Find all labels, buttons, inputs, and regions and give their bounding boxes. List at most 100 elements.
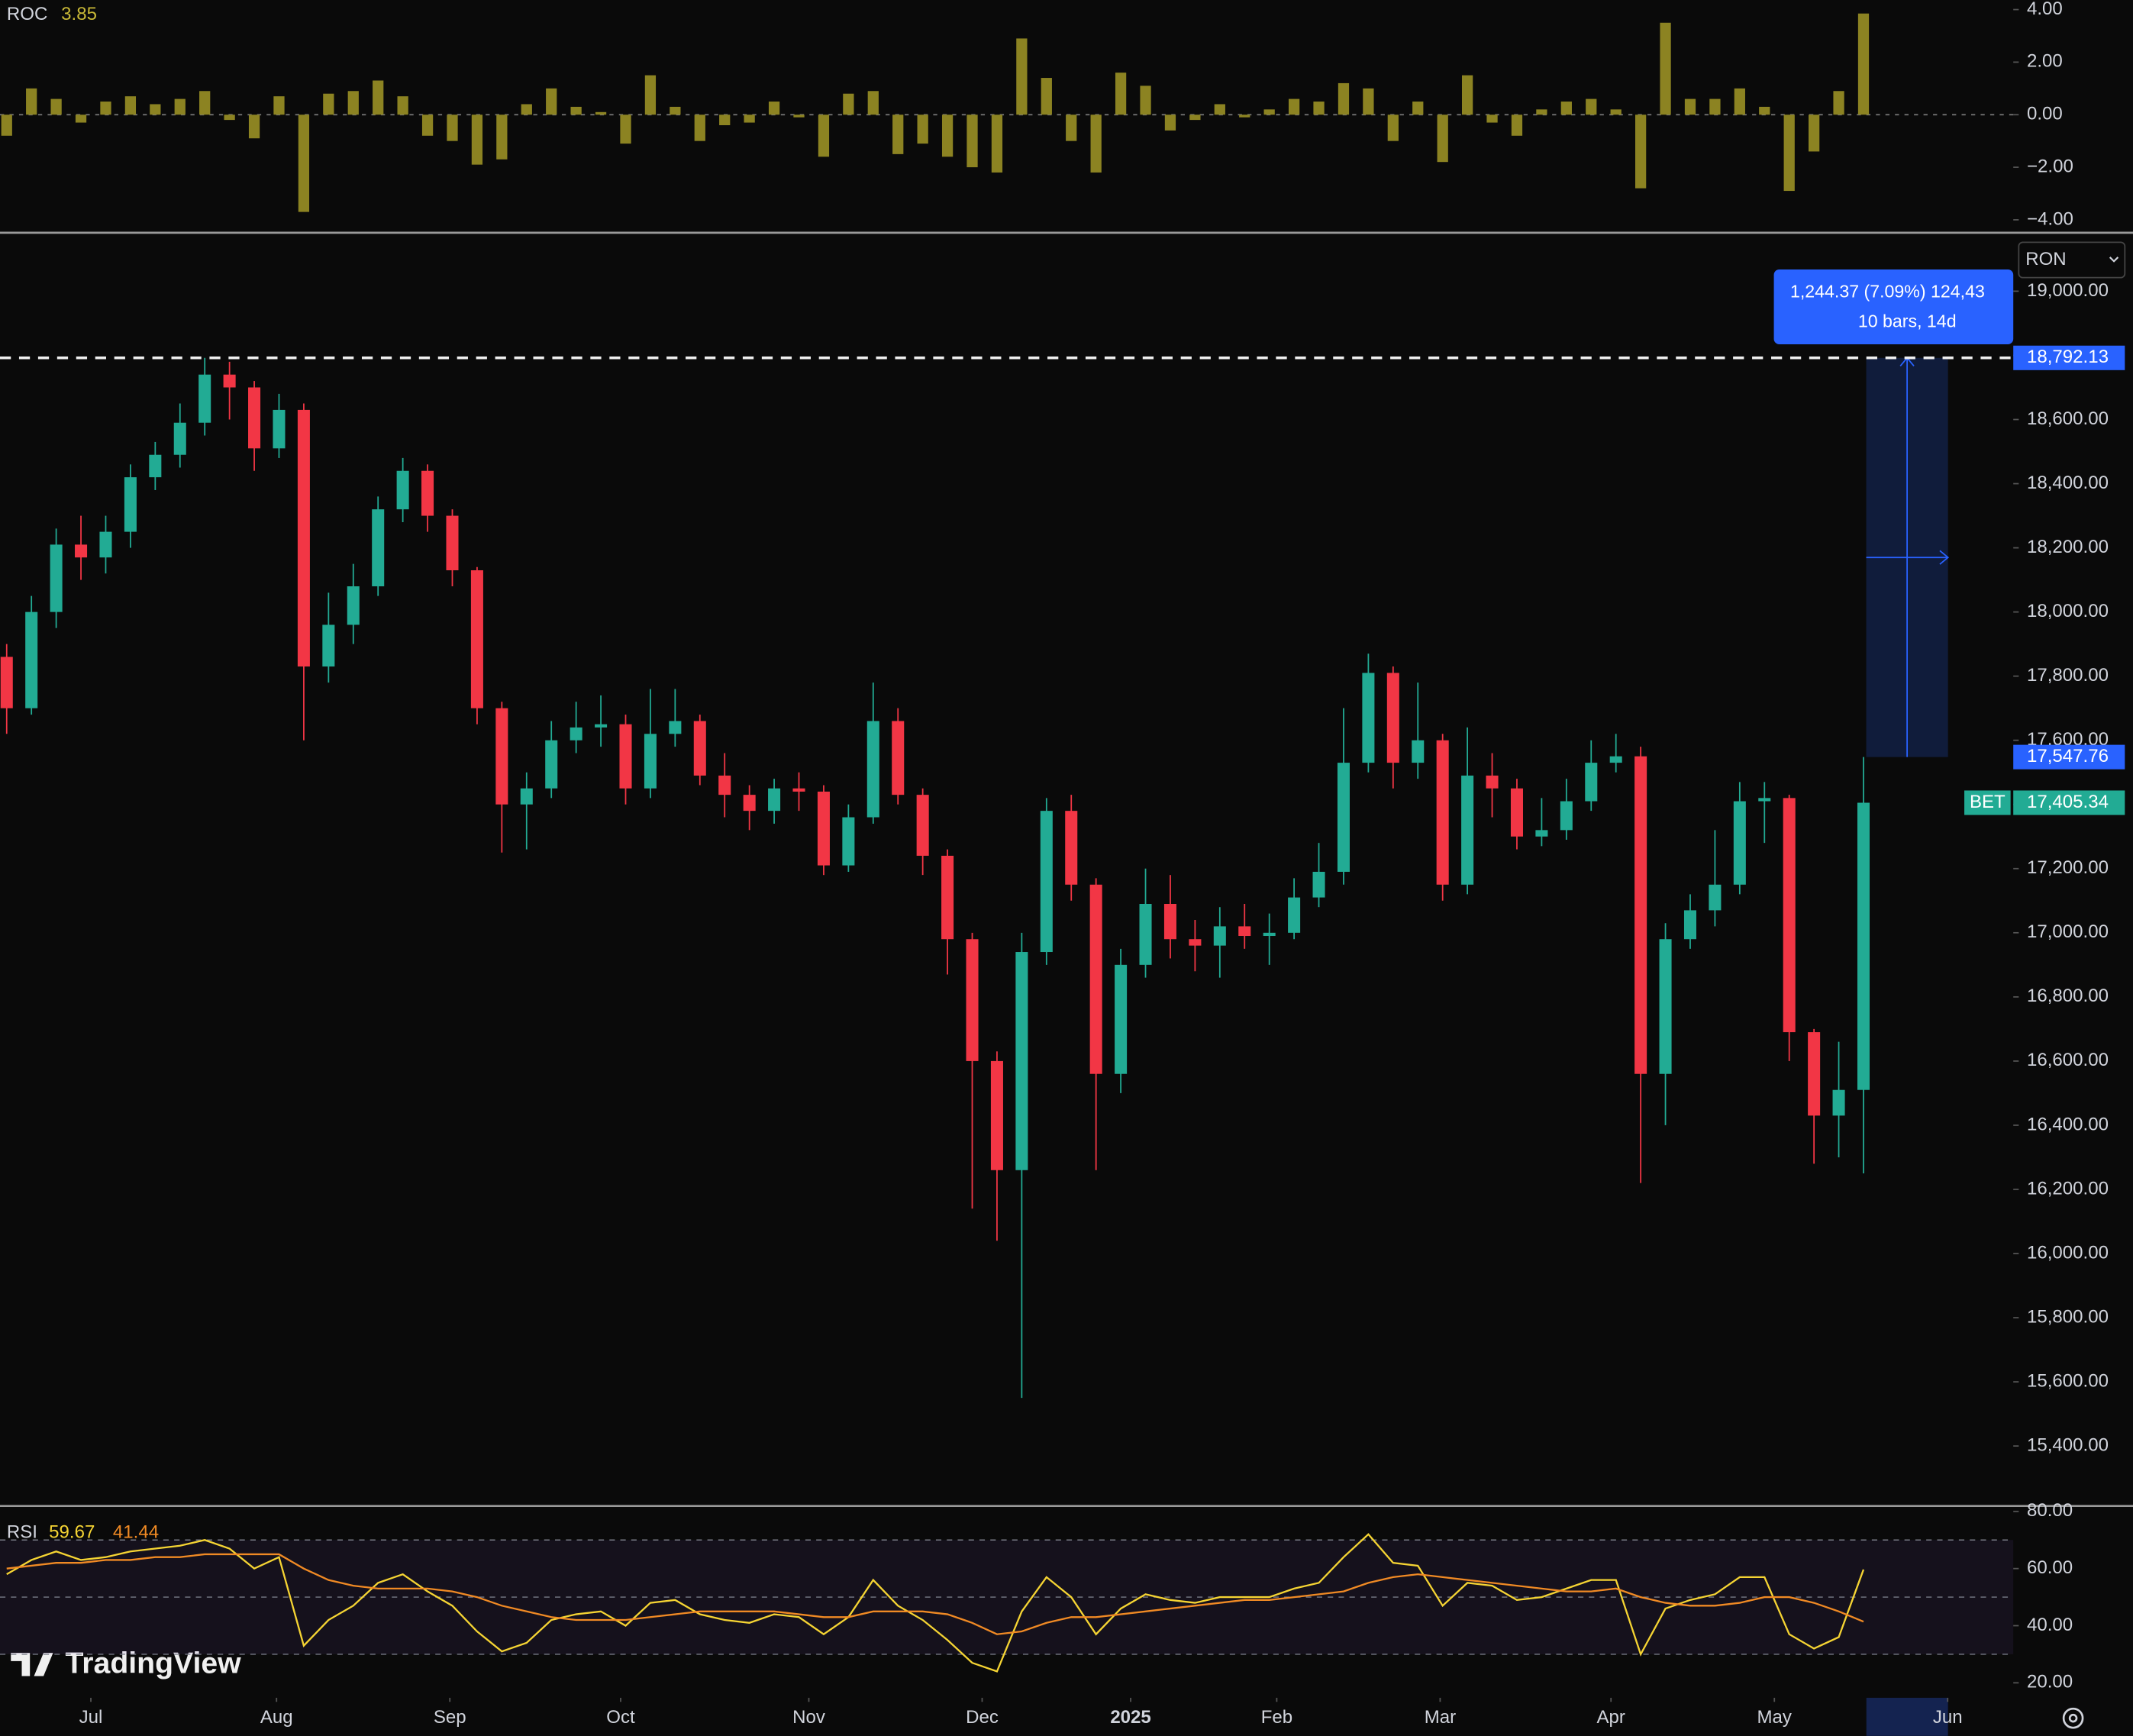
- roc-bar: [917, 115, 928, 144]
- roc-bar: [1090, 115, 1102, 173]
- y-tick-label: 2.00: [2027, 51, 2063, 72]
- roc-bar: [595, 111, 607, 115]
- x-tick-label: Mar: [1425, 1707, 1456, 1728]
- currency-dropdown[interactable]: RON: [2018, 241, 2126, 279]
- roc-bar: [1734, 88, 1745, 115]
- price-label: 17,547.76: [2027, 746, 2109, 766]
- y-tick-label: −2.00: [2027, 156, 2073, 176]
- roc-bar: [347, 91, 359, 115]
- candle-body: [396, 470, 409, 510]
- rsi-line: [6, 1553, 1864, 1635]
- roc-bar: [1684, 98, 1696, 115]
- settings-icon[interactable]: [2062, 1707, 2084, 1729]
- y-tick-label: 19,000.00: [2027, 280, 2109, 301]
- candle-body: [693, 721, 706, 776]
- x-tick-label: Jun: [1933, 1707, 1963, 1728]
- candle-body: [941, 855, 954, 940]
- roc-bar: [199, 91, 211, 115]
- y-tick-label: 18,200.00: [2027, 537, 2109, 557]
- candle-body: [1857, 802, 1870, 1090]
- y-tick-label: −4.00: [2027, 208, 2073, 229]
- candle-body: [1461, 775, 1474, 885]
- roc-bar: [1263, 109, 1275, 115]
- candle-body: [173, 422, 186, 455]
- candle-body: [495, 708, 508, 805]
- roc-bar: [1783, 115, 1795, 192]
- candle-body: [198, 374, 211, 423]
- price-label-bg: [2013, 345, 2125, 370]
- candle-body: [1634, 756, 1647, 1074]
- candle-body: [1213, 926, 1226, 946]
- candle-body: [644, 734, 657, 789]
- roc-bar: [50, 98, 62, 115]
- roc-bar: [1288, 98, 1300, 115]
- y-tick-label: 17,800.00: [2027, 665, 2109, 686]
- roc-bar: [174, 98, 186, 115]
- roc-bar: [1857, 13, 1870, 115]
- candle-body: [1808, 1032, 1821, 1116]
- roc-bar: [1387, 115, 1399, 141]
- roc-bar: [892, 115, 904, 154]
- candle-body: [1040, 811, 1053, 953]
- candle-body: [1436, 740, 1449, 885]
- roc-bar: [1560, 102, 1572, 115]
- candle-body: [619, 724, 632, 789]
- candle-body: [25, 611, 38, 708]
- y-tick-label: 16,600.00: [2027, 1050, 2109, 1070]
- candle-body: [1362, 673, 1375, 763]
- roc-bar: [373, 80, 384, 115]
- candle-body: [248, 387, 261, 449]
- y-tick-label: 80.00: [2027, 1500, 2073, 1521]
- candle-body: [892, 721, 905, 795]
- roc-bar: [1115, 73, 1127, 115]
- y-tick-label: 4.00: [2027, 0, 2063, 19]
- indicator-value: 41.44: [113, 1522, 159, 1543]
- roc-bar: [1709, 98, 1721, 115]
- roc-bar: [1313, 102, 1325, 115]
- roc-bar: [150, 104, 161, 115]
- x-tick-label: Dec: [966, 1707, 999, 1728]
- candle-body: [470, 570, 483, 708]
- candle-body: [1412, 740, 1425, 763]
- roc-bar: [670, 106, 681, 115]
- y-tick-label: 16,400.00: [2027, 1114, 2109, 1134]
- y-tick-label: 16,000.00: [2027, 1242, 2109, 1263]
- candle-body: [866, 721, 879, 818]
- candle-body: [792, 788, 805, 792]
- roc-bar: [1437, 115, 1448, 163]
- watermark: TradingView: [66, 1647, 242, 1680]
- roc-bar: [1041, 78, 1052, 115]
- candle-body: [916, 795, 929, 856]
- roc-bar: [1586, 98, 1597, 115]
- roc-bar: [100, 102, 111, 115]
- roc-bar: [1759, 106, 1770, 115]
- roc-bar: [1536, 109, 1547, 115]
- roc-bar: [1, 115, 12, 136]
- logo-mark: [11, 1653, 53, 1676]
- candle-body: [1015, 952, 1028, 1170]
- roc-bar: [397, 96, 408, 115]
- roc-bar: [644, 75, 657, 115]
- candle-body: [743, 795, 756, 812]
- roc-bar: [941, 115, 954, 157]
- candle-body: [1312, 871, 1325, 898]
- candle-body: [347, 586, 360, 625]
- measure-info-box: [1773, 269, 2014, 344]
- candle-body: [297, 409, 310, 667]
- roc-bar: [273, 96, 285, 115]
- roc-bar: [1239, 115, 1250, 118]
- roc-bar: [867, 91, 879, 115]
- y-tick-label: 40.00: [2027, 1615, 2073, 1635]
- roc-bar: [546, 88, 557, 115]
- roc-bar: [1486, 115, 1498, 123]
- candle-body: [669, 721, 682, 734]
- roc-bar: [1610, 109, 1622, 115]
- y-tick-label: 18,000.00: [2027, 601, 2109, 621]
- roc-bar: [570, 106, 582, 115]
- candle-body: [545, 740, 558, 789]
- x-tick-label: Oct: [606, 1707, 635, 1728]
- candle-body: [1139, 904, 1152, 965]
- y-tick-label: 18,400.00: [2027, 473, 2109, 493]
- roc-bar: [1140, 86, 1151, 115]
- candle-body: [817, 791, 830, 866]
